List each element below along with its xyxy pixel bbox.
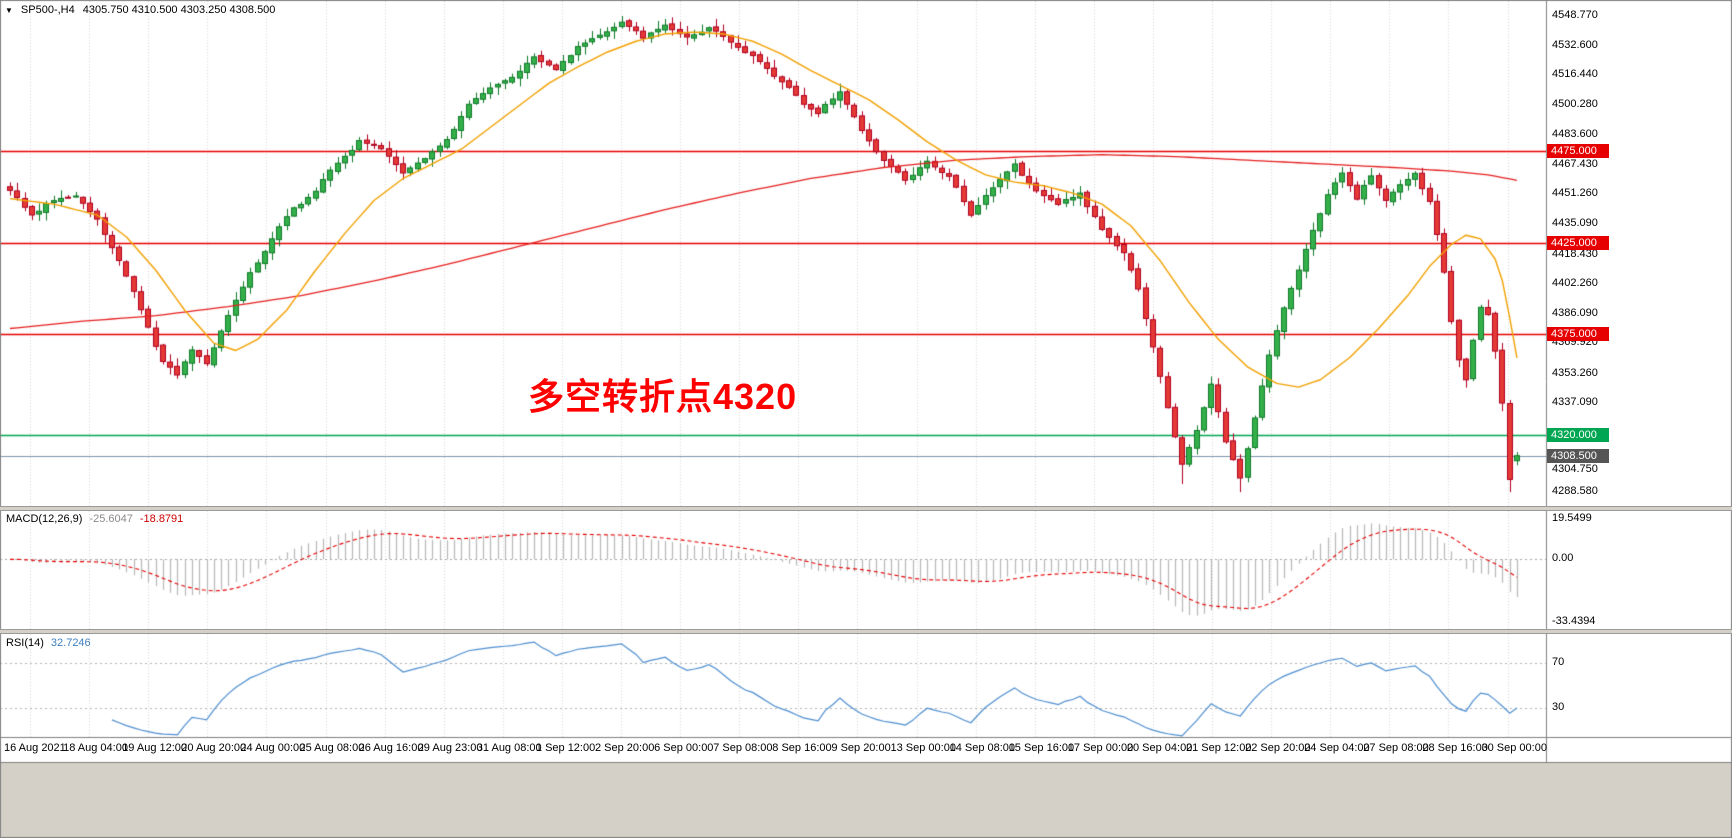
symbol-dropdown-icon[interactable]: ▼ <box>5 5 13 15</box>
macd-indicator-label: MACD(12,26,9) -25.6047 -18.8791 <box>6 513 183 525</box>
price-axis-label: 4337.090 <box>1552 396 1598 409</box>
price-axis-label: 4451.260 <box>1552 187 1598 200</box>
current-price-badge: 4308.500 <box>1547 448 1609 463</box>
time-axis-label: 20 Aug 20:00 <box>181 742 247 754</box>
rsi-axis-label: 70 <box>1552 655 1565 668</box>
rsi-name: RSI(14) <box>6 637 44 649</box>
macd-axis-label: 0.00 <box>1552 552 1574 565</box>
time-axis-label: 28 Sep 16:00 <box>1422 742 1488 754</box>
time-axis-label: 29 Aug 23:00 <box>417 742 483 754</box>
rsi-value: 32.7246 <box>50 637 91 649</box>
time-axis-label: 6 Sep 00:00 <box>654 742 714 754</box>
macd-axis-label: 19.5499 <box>1552 512 1592 524</box>
time-axis-label: 21 Sep 12:00 <box>1186 742 1252 754</box>
time-axis-label: 2 Sep 20:00 <box>595 742 655 754</box>
time-axis-label: 9 Sep 20:00 <box>831 742 891 754</box>
time-axis[interactable]: 16 Aug 2021 18 Aug 04:00 19 Aug 12:00 20 Au… <box>0 738 1547 762</box>
time-axis-label: 14 Sep 08:00 <box>949 742 1016 754</box>
price-axis-label: 4402.260 <box>1552 277 1598 290</box>
macd-signal-value: -18.8791 <box>139 513 184 525</box>
price-axis-label: 4353.260 <box>1552 366 1598 379</box>
time-axis-label: 18 Aug 04:00 <box>63 742 128 754</box>
time-axis-label: 24 Sep 04:00 <box>1304 742 1370 754</box>
time-axis-label: 16 Aug 2021 <box>4 742 66 754</box>
time-axis-label: 19 Aug 12:00 <box>122 742 188 754</box>
price-axis-label: 4500.280 <box>1552 97 1598 110</box>
time-axis-label: 13 Sep 00:00 <box>890 742 956 754</box>
price-axis-label: 4548.770 <box>1552 9 1598 22</box>
macd-name: MACD(12,26,9) <box>6 513 83 525</box>
time-axis-label: 8 Sep 16:00 <box>772 742 832 754</box>
price-level-badge: 4375.000 <box>1547 327 1609 341</box>
ohlc-values: 4305.750 4310.500 4303.250 4308.500 <box>82 4 276 16</box>
price-axis-label: 4386.090 <box>1552 306 1598 319</box>
time-axis-label: 20 Sep 04:00 <box>1126 742 1193 754</box>
pane-splitter-main-macd[interactable] <box>0 506 1732 511</box>
price-axis-label: 4483.600 <box>1552 128 1598 141</box>
price-level-badge: 4475.000 <box>1547 144 1609 159</box>
time-axis-label: 26 Aug 16:00 <box>358 742 424 754</box>
price-axis-label: 4418.430 <box>1552 247 1598 260</box>
price-level-badge: 4425.000 <box>1547 235 1609 250</box>
time-axis-label: 7 Sep 08:00 <box>713 742 773 754</box>
symbol-timeframe-label: SP500-,H4 <box>20 4 75 16</box>
time-axis-label: 17 Sep 00:00 <box>1067 742 1134 754</box>
macd-main-value: -25.6047 <box>89 513 133 525</box>
price-axis-label: 4516.440 <box>1552 68 1598 81</box>
time-axis-label: 30 Sep 00:00 <box>1481 742 1547 754</box>
time-axis-label: 22 Sep 20:00 <box>1245 742 1311 754</box>
price-axis-label: 4467.430 <box>1552 157 1598 170</box>
chart-annotation-text: 多空转折点4320 <box>528 376 798 417</box>
time-axis-label: 25 Aug 08:00 <box>299 742 365 754</box>
price-axis-label: 4532.600 <box>1552 38 1598 51</box>
time-axis-label: 27 Sep 08:00 <box>1363 742 1429 754</box>
pane-splitter-macd-rsi[interactable] <box>0 629 1732 634</box>
price-axis-label: 4304.750 <box>1552 462 1598 475</box>
time-axis-label: 15 Sep 16:00 <box>1008 742 1075 754</box>
price-scale[interactable]: 4548.770 4532.600 4516.440 4500.280 4483.600… <box>1546 0 1732 763</box>
time-axis-label: 1 Sep 12:00 <box>535 742 596 754</box>
time-axis-label: 31 Aug 08:00 <box>476 742 542 754</box>
chart-info-line: ▼ SP500-,H4 4305.750 4310.500 4303.250 4… <box>5 4 275 16</box>
price-axis-label: 4435.090 <box>1552 217 1598 230</box>
price-axis-label: 4288.580 <box>1552 485 1598 498</box>
macd-axis-label: -33.4394 <box>1552 615 1596 627</box>
price-level-badge: 4320.000 <box>1547 427 1609 442</box>
rsi-indicator-label: RSI(14) 32.7246 <box>6 637 91 649</box>
rsi-axis-label: 30 <box>1552 701 1565 714</box>
time-axis-label: 24 Aug 00:00 <box>240 742 306 754</box>
